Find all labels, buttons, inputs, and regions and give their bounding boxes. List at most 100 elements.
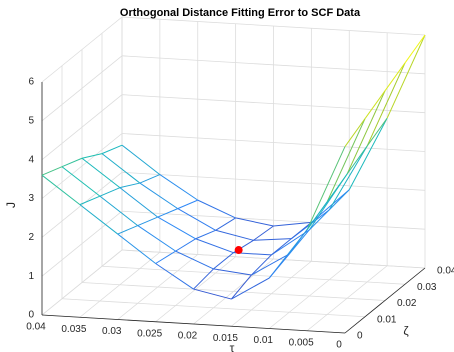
mesh-edge <box>386 34 426 119</box>
mesh-edge <box>61 157 83 168</box>
grid-line <box>81 282 386 301</box>
mesh-edge <box>346 90 386 175</box>
mesh-edge <box>101 144 123 155</box>
z-tick-label: 1 <box>28 271 34 282</box>
mesh-edge <box>139 174 161 184</box>
z-tick-label: 6 <box>28 77 34 88</box>
z-axis-label: J <box>4 202 18 208</box>
y-tick-label: 0.03 <box>417 282 437 293</box>
mesh-edge <box>177 208 216 231</box>
mesh-edge <box>271 229 310 256</box>
mesh-edge <box>213 268 252 276</box>
x-tick-label: 0.04 <box>26 322 46 333</box>
x-tick-label: 0.01 <box>254 335 274 346</box>
mesh-edge <box>119 187 159 218</box>
mesh-edge <box>195 238 234 254</box>
mesh-edge <box>101 153 141 184</box>
mesh-edge <box>215 229 254 241</box>
mesh-edge <box>99 195 139 226</box>
mesh-edge <box>157 208 178 218</box>
y-tick-label: 0.01 <box>377 314 397 325</box>
mesh-edge <box>268 253 290 279</box>
mesh-edge <box>291 222 312 240</box>
mesh-edge <box>79 204 119 235</box>
y-tick-label: 0.04 <box>437 266 454 277</box>
mesh-edge <box>177 199 198 210</box>
z-tick-label: 4 <box>28 154 34 165</box>
mesh-edge <box>231 277 270 300</box>
mesh-edge <box>197 199 236 219</box>
mesh-edge <box>306 201 328 231</box>
mesh-edge <box>366 117 388 147</box>
mesh-edge <box>384 62 406 92</box>
x-tick-label: 0 <box>336 340 342 351</box>
mesh-edge <box>155 250 176 264</box>
mesh-edge <box>230 274 252 300</box>
z-tick-label: 5 <box>28 115 34 126</box>
mesh-edge <box>251 254 272 276</box>
mesh-edge <box>328 145 368 211</box>
z-tick-label: 3 <box>28 193 34 204</box>
mesh-edge <box>81 157 121 189</box>
grid-line <box>61 298 366 318</box>
mesh-edge <box>137 225 176 252</box>
y-tick-label: 0 <box>357 331 363 342</box>
mesh-edge <box>326 118 366 203</box>
mesh-edge <box>366 62 406 147</box>
mesh-edge <box>193 268 214 290</box>
mesh-edge <box>344 118 366 147</box>
grid-line <box>101 265 406 285</box>
mesh-edge <box>155 263 194 290</box>
mesh-edge <box>195 229 216 240</box>
mesh-edge <box>348 117 388 190</box>
mesh-edge <box>235 217 274 227</box>
mesh-edge <box>346 145 368 175</box>
mesh-edge <box>121 144 161 175</box>
mesh-edge <box>61 166 101 197</box>
x-tick-label: 0.02 <box>178 331 198 342</box>
mesh-edge <box>273 221 312 227</box>
mesh-edge <box>137 216 158 227</box>
axis-line <box>41 314 346 334</box>
mesh-edge <box>215 217 236 231</box>
mesh-edge <box>175 238 196 252</box>
mesh-edge <box>328 189 350 211</box>
x-tick-label: 0.03 <box>102 326 122 337</box>
axis-line <box>344 267 426 334</box>
minimum-marker <box>234 246 243 255</box>
x-tick-label: 0.035 <box>61 324 86 335</box>
mesh-edge <box>41 166 63 176</box>
mesh-edge <box>364 90 386 119</box>
mesh-edge <box>139 182 179 210</box>
mesh-edge <box>117 225 138 235</box>
mesh-edge <box>99 187 121 197</box>
x-axis-label: τ <box>230 341 235 352</box>
z-tick-label: 2 <box>28 232 34 243</box>
mesh-edge <box>41 174 81 206</box>
mesh-edge <box>81 153 103 159</box>
mesh-edge <box>79 195 101 206</box>
mesh-edge <box>213 252 234 270</box>
x-tick-label: 0.015 <box>213 333 238 344</box>
mesh-edge <box>117 233 156 264</box>
z-tick-label: 0 <box>28 310 34 321</box>
mesh-edge <box>271 238 292 256</box>
mesh-edge <box>157 216 196 240</box>
x-tick-label: 0.025 <box>137 328 162 339</box>
y-axis-label: ζ <box>403 324 409 338</box>
mesh-edge <box>193 288 232 300</box>
mesh-edge <box>253 238 292 241</box>
mesh-edge <box>404 34 426 64</box>
mesh-edge <box>253 225 274 241</box>
mesh-edge <box>326 173 348 203</box>
mesh-edge <box>119 182 140 189</box>
chart-title: Orthogonal Distance Fitting Error to SCF… <box>120 7 361 19</box>
mesh-edge <box>306 146 346 230</box>
x-tick-label: 0.005 <box>289 337 314 348</box>
mesh-edge <box>175 250 214 270</box>
mesh-edge <box>159 174 199 201</box>
mesh-edge <box>288 229 310 255</box>
mesh-edge <box>251 253 290 276</box>
y-tick-label: 0.02 <box>397 298 417 309</box>
